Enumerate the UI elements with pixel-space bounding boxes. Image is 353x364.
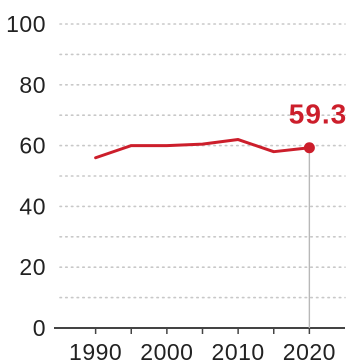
end-point-marker — [303, 142, 315, 154]
x-axis — [54, 327, 345, 334]
y-tick-label: 100 — [6, 11, 46, 37]
y-tick-label: 60 — [19, 133, 46, 159]
x-tick-label: 1990 — [69, 339, 122, 364]
series-line — [94, 138, 311, 160]
x-tick-labels: 1990 2000 2010 2020 — [69, 339, 336, 364]
y-tick-label: 40 — [19, 193, 46, 219]
x-tick-label: 2000 — [140, 339, 193, 364]
x-tick-label: 2020 — [283, 339, 336, 364]
annotation-layer: 59.3 — [289, 99, 348, 130]
series-layer — [94, 138, 315, 328]
end-value-label: 59.3 — [289, 99, 348, 130]
y-tick-label: 0 — [33, 315, 46, 341]
y-tick-label: 20 — [19, 254, 46, 280]
x-tick-label: 2010 — [212, 339, 265, 364]
y-tick-label: 80 — [19, 72, 46, 98]
grid-layer — [59, 23, 346, 299]
y-tick-labels: 0 20 40 60 80 100 — [6, 11, 46, 341]
